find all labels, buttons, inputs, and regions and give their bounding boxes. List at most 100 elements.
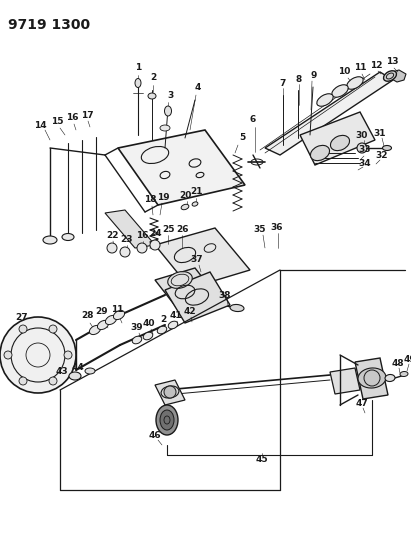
Text: 7: 7 [280, 78, 286, 87]
Ellipse shape [132, 336, 142, 344]
Ellipse shape [69, 372, 81, 380]
Text: 11: 11 [111, 304, 123, 313]
Polygon shape [265, 72, 393, 155]
Text: 29: 29 [96, 308, 109, 317]
Polygon shape [355, 358, 388, 399]
Circle shape [49, 325, 57, 333]
Ellipse shape [192, 202, 198, 206]
Text: 41: 41 [170, 311, 182, 320]
Circle shape [64, 351, 72, 359]
Ellipse shape [160, 410, 174, 430]
Ellipse shape [160, 125, 170, 131]
Ellipse shape [383, 71, 397, 81]
Text: 5: 5 [239, 133, 245, 142]
Ellipse shape [62, 233, 74, 240]
Text: 45: 45 [256, 456, 268, 464]
Ellipse shape [168, 321, 178, 329]
Circle shape [120, 247, 130, 257]
Text: 23: 23 [120, 236, 132, 245]
Ellipse shape [157, 326, 167, 334]
Ellipse shape [85, 368, 95, 374]
Ellipse shape [330, 135, 349, 151]
Text: 16: 16 [136, 231, 148, 240]
Ellipse shape [181, 204, 189, 209]
Circle shape [49, 377, 57, 385]
Text: 15: 15 [51, 117, 63, 126]
Text: 3: 3 [167, 92, 173, 101]
Polygon shape [118, 130, 245, 205]
Text: 37: 37 [191, 255, 203, 264]
Circle shape [0, 317, 76, 393]
Circle shape [19, 325, 27, 333]
Ellipse shape [317, 94, 333, 106]
Text: 35: 35 [254, 225, 266, 235]
Ellipse shape [148, 93, 156, 99]
Text: 1: 1 [135, 63, 141, 72]
Ellipse shape [383, 146, 392, 150]
Polygon shape [330, 368, 360, 394]
Ellipse shape [161, 386, 179, 398]
Text: 2: 2 [160, 316, 166, 325]
Text: 28: 28 [81, 311, 93, 319]
Polygon shape [165, 272, 230, 323]
Text: 12: 12 [370, 61, 382, 69]
Ellipse shape [143, 332, 153, 340]
Text: 44: 44 [72, 364, 84, 373]
Text: 6: 6 [250, 116, 256, 125]
Text: 27: 27 [16, 313, 28, 322]
Text: 47: 47 [356, 399, 368, 408]
Ellipse shape [385, 375, 395, 382]
Circle shape [150, 240, 160, 250]
Polygon shape [155, 380, 185, 405]
Text: 8: 8 [296, 75, 302, 84]
Text: 49: 49 [404, 354, 411, 364]
Text: 36: 36 [271, 222, 283, 231]
Text: 32: 32 [376, 150, 388, 159]
Text: 34: 34 [359, 158, 371, 167]
Text: 26: 26 [176, 225, 188, 235]
Text: 18: 18 [144, 196, 156, 205]
Ellipse shape [347, 77, 363, 89]
Text: 38: 38 [219, 290, 231, 300]
Text: 25: 25 [162, 225, 174, 235]
Text: 24: 24 [150, 229, 162, 238]
Circle shape [19, 377, 27, 385]
Text: 39: 39 [131, 324, 143, 333]
Text: 21: 21 [190, 188, 202, 197]
Text: 43: 43 [55, 367, 68, 376]
Ellipse shape [135, 78, 141, 87]
Text: 33: 33 [359, 146, 371, 155]
Ellipse shape [358, 368, 386, 388]
Text: 42: 42 [184, 308, 196, 317]
Text: 16: 16 [66, 114, 78, 123]
Ellipse shape [400, 372, 408, 376]
Text: 22: 22 [106, 231, 118, 240]
Text: 10: 10 [338, 68, 350, 77]
Circle shape [137, 243, 147, 253]
Polygon shape [300, 112, 375, 165]
Circle shape [357, 143, 367, 153]
Text: 17: 17 [81, 110, 93, 119]
Ellipse shape [106, 316, 117, 325]
Circle shape [107, 243, 117, 253]
Text: 19: 19 [157, 192, 169, 201]
Polygon shape [390, 70, 406, 82]
Ellipse shape [168, 272, 192, 288]
Text: 14: 14 [34, 120, 46, 130]
Text: 48: 48 [392, 359, 404, 367]
Text: 9: 9 [311, 71, 317, 80]
Circle shape [164, 386, 176, 398]
Circle shape [4, 351, 12, 359]
Polygon shape [155, 228, 250, 288]
Ellipse shape [164, 106, 171, 116]
Text: 40: 40 [143, 319, 155, 328]
Ellipse shape [310, 146, 330, 160]
Ellipse shape [113, 310, 125, 320]
Text: 9719 1300: 9719 1300 [8, 18, 90, 32]
Polygon shape [155, 268, 220, 312]
Ellipse shape [90, 326, 101, 335]
Text: 46: 46 [149, 431, 161, 440]
Ellipse shape [43, 236, 57, 244]
Ellipse shape [230, 304, 244, 312]
Text: 31: 31 [374, 128, 386, 138]
